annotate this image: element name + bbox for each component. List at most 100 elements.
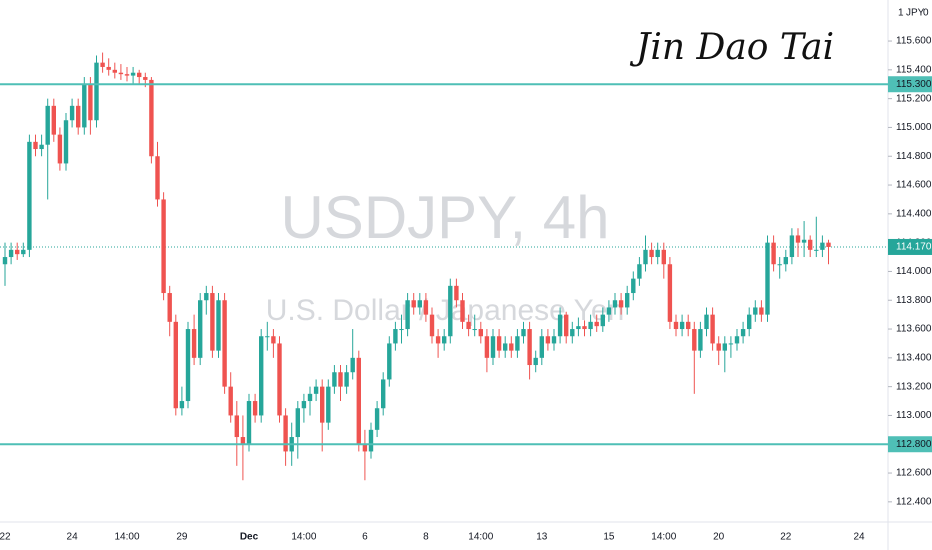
candle-body bbox=[600, 314, 605, 327]
x-tick-label: 29 bbox=[176, 532, 188, 543]
candle-body bbox=[704, 314, 709, 330]
candle-body bbox=[295, 408, 300, 438]
candle-body bbox=[655, 249, 660, 258]
y-tick-label: 113.800 bbox=[896, 295, 932, 306]
candle-body bbox=[631, 278, 636, 294]
candle-body bbox=[661, 249, 666, 265]
candle-body bbox=[259, 336, 264, 416]
candle-body bbox=[673, 321, 679, 330]
candle-body bbox=[374, 408, 380, 430]
candle-body bbox=[448, 285, 453, 337]
candle-body bbox=[15, 249, 20, 255]
candle-body bbox=[45, 105, 50, 145]
watermark-subtitle: U.S. Dollar / Japanese Yen bbox=[266, 294, 625, 327]
candle-body bbox=[740, 329, 746, 337]
x-tick-label: 14:00 bbox=[468, 532, 493, 543]
candle-body bbox=[801, 239, 807, 243]
candle-body bbox=[185, 329, 191, 402]
candle-body bbox=[496, 336, 502, 351]
candle-body bbox=[625, 293, 630, 308]
scale-info: 1 bbox=[898, 8, 904, 19]
candle-body bbox=[362, 444, 368, 452]
candle-body bbox=[307, 393, 313, 402]
candle-body bbox=[442, 336, 447, 344]
candle-body bbox=[649, 249, 654, 258]
candle-body bbox=[472, 329, 477, 331]
candle-body bbox=[722, 343, 727, 351]
candle-body bbox=[594, 321, 599, 327]
candle-body bbox=[789, 235, 795, 258]
candle-body bbox=[313, 386, 319, 394]
candle-body bbox=[198, 300, 203, 358]
candle-body bbox=[106, 66, 111, 70]
candle-body bbox=[753, 307, 758, 315]
candle-body bbox=[88, 84, 93, 121]
candle-body bbox=[381, 379, 386, 409]
y-tick-label: 115.400 bbox=[896, 64, 932, 75]
candle-body bbox=[411, 300, 416, 308]
candle-body bbox=[234, 415, 239, 438]
candle-body bbox=[216, 300, 221, 351]
candle-body bbox=[167, 293, 172, 322]
x-tick-label: Dec bbox=[240, 532, 259, 543]
candle-body bbox=[161, 199, 166, 294]
candle-body bbox=[405, 300, 410, 330]
candle-body bbox=[533, 357, 538, 366]
candle-body bbox=[332, 372, 337, 387]
price-label: 115.300 bbox=[896, 79, 932, 90]
y-tick-label: 115.200 bbox=[896, 93, 932, 104]
candle-body bbox=[301, 401, 307, 409]
candle-body bbox=[545, 336, 551, 344]
candle-body bbox=[771, 242, 776, 265]
candle-body bbox=[393, 329, 398, 344]
candle-body bbox=[39, 144, 44, 150]
x-tick-label: 22 bbox=[0, 532, 11, 543]
candle-body bbox=[191, 329, 197, 358]
candle-body bbox=[124, 74, 130, 76]
candle-body bbox=[759, 307, 764, 315]
candle-body bbox=[679, 321, 685, 330]
x-tick-label: 20 bbox=[713, 532, 725, 543]
candle-body bbox=[716, 343, 721, 351]
candle-body bbox=[435, 336, 441, 344]
candle-body bbox=[51, 105, 56, 135]
candle-body bbox=[63, 120, 69, 164]
candle-body bbox=[246, 401, 252, 445]
candle-body bbox=[490, 336, 496, 358]
x-tick-label: 8 bbox=[423, 532, 429, 543]
candle-body bbox=[686, 321, 691, 330]
candle-body bbox=[82, 84, 87, 128]
candle-body bbox=[429, 314, 435, 337]
candle-body bbox=[228, 386, 233, 416]
scale-info: JPY bbox=[906, 8, 925, 19]
candle-body bbox=[423, 300, 429, 315]
y-tick-label: 113.600 bbox=[896, 324, 932, 335]
last-price-label-bg bbox=[888, 238, 932, 255]
candle-body bbox=[387, 343, 392, 380]
candle-body bbox=[606, 307, 612, 315]
candle-body bbox=[2, 257, 8, 265]
candle-body bbox=[283, 415, 288, 452]
candle-body bbox=[210, 293, 215, 351]
candle-body bbox=[265, 336, 270, 338]
candle-body bbox=[667, 264, 673, 322]
candle-body bbox=[478, 329, 483, 337]
candle-body bbox=[503, 343, 508, 351]
candle-body bbox=[149, 79, 154, 157]
candle-body bbox=[557, 314, 563, 337]
candle-body bbox=[734, 336, 740, 344]
x-tick-label: 24 bbox=[67, 532, 79, 543]
candle-body bbox=[173, 321, 178, 409]
candle-body bbox=[417, 300, 422, 308]
candle-body bbox=[179, 401, 185, 409]
candle-body bbox=[118, 72, 124, 75]
scale-info: 0 bbox=[923, 8, 929, 19]
candle-body bbox=[539, 336, 544, 358]
candle-body bbox=[795, 235, 801, 243]
candle-body bbox=[570, 329, 575, 337]
candle-body bbox=[612, 300, 618, 308]
candle-body bbox=[820, 242, 825, 250]
y-tick-label: 113.000 bbox=[896, 410, 932, 421]
candle-body bbox=[637, 264, 642, 279]
x-tick-label: 14:00 bbox=[114, 532, 139, 543]
